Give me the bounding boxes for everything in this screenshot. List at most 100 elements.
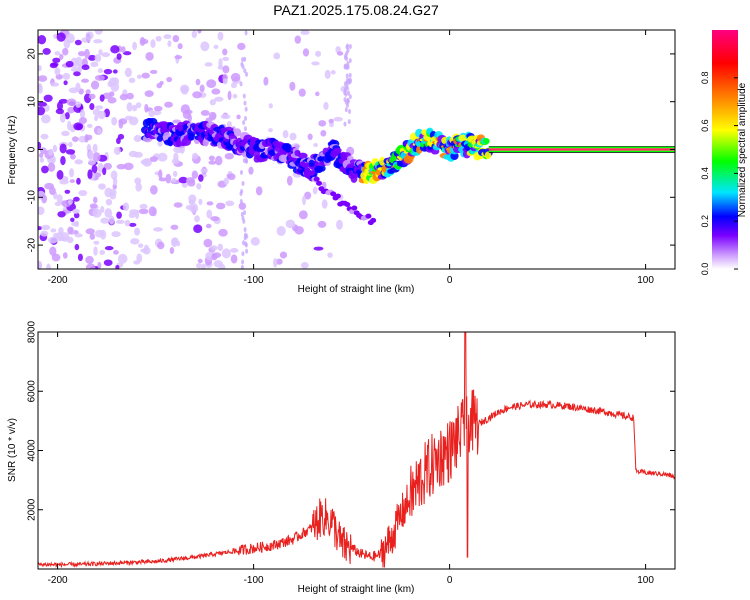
heatmap-noise-blob (60, 232, 70, 242)
heatmap-noise-blob (200, 168, 208, 173)
heatmap-noise-blob (89, 233, 96, 240)
heatmap-noise-blob (208, 160, 217, 165)
colorbar-tick-label: 0.0 (700, 263, 710, 276)
heatmap-noise-blob (300, 262, 309, 269)
heatmap-noise-blob (177, 43, 183, 50)
heatmap-noise-blob (165, 173, 172, 184)
heatmap-noise-blob (131, 104, 138, 112)
heatmap-noise-blob (59, 113, 66, 123)
heatmap-noise-blob (313, 142, 318, 148)
heatmap-noise-blob (38, 75, 48, 82)
heatmap-noise-blob (38, 106, 46, 116)
heatmap-streak-blob (344, 99, 348, 105)
heatmap-noise-blob (275, 258, 283, 265)
heatmap-ridge-blob (233, 128, 242, 137)
heatmap-streak-blob (344, 91, 348, 97)
heatmap-ridge-blob (156, 135, 164, 142)
heatmap-noise-blob (318, 120, 327, 127)
heatmap-noise-blob (144, 244, 149, 251)
heatmap-noise-blob (163, 34, 172, 40)
heatmap-noise-blob (199, 84, 205, 93)
heatmap-noise-blob (156, 82, 163, 89)
heatmap-noise-blob (56, 32, 66, 42)
heatmap-noise-blob (230, 248, 239, 253)
heatmap-noise-blob (324, 69, 331, 80)
heatmap-noise-blob (321, 199, 328, 209)
heatmap-streak-blob (240, 211, 244, 217)
heatmap-noise-blob (100, 205, 105, 214)
heatmap-noise-blob (92, 152, 101, 162)
heatmap-noise-blob (56, 194, 63, 203)
heatmap-noise-blob (64, 189, 71, 194)
heatmap-noise-blob (173, 152, 179, 162)
heatmap-streak-blob (243, 100, 247, 106)
heatmap-noise-blob (197, 258, 203, 264)
heatmap-noise-blob (136, 74, 142, 79)
heatmap-noise-blob (113, 250, 119, 255)
heatmap-noise-blob (38, 65, 42, 72)
heatmap-noise-blob (98, 183, 106, 190)
heatmap-y-ticks: -20 -10 0 10 20 (27, 48, 675, 252)
snr-y-axis-label: SNR (10 * v/v) (7, 418, 18, 482)
heatmap-ridge-blob (379, 156, 386, 166)
heatmap-noise-blob (67, 226, 74, 235)
heatmap-noise-blob (52, 144, 58, 153)
heatmap-noise-blob (172, 170, 178, 178)
heatmap-noise-blob (294, 225, 304, 235)
heatmap-noise-blob (134, 209, 140, 220)
heatmap-noise-blob (248, 166, 254, 175)
heatmap-noise-blob (276, 226, 286, 237)
heatmap-noise-blob (315, 91, 320, 97)
heatmap-noise-blob (39, 152, 44, 158)
heatmap-marks (38, 30, 675, 269)
heatmap-y-tick-label: 20 (27, 48, 38, 60)
heatmap-noise-blob (86, 123, 93, 128)
heatmap-noise-blob (171, 178, 177, 183)
heatmap-noise-blob (104, 208, 113, 218)
heatmap-noise-blob (133, 260, 141, 265)
heatmap-noise-blob (313, 246, 324, 251)
heatmap-noise-blob (72, 208, 80, 214)
heatmap-noise-blob (41, 165, 49, 174)
heatmap-noise-blob (289, 81, 296, 91)
heatmap-noise-blob (320, 129, 327, 137)
heatmap-noise-blob (41, 114, 51, 124)
heatmap-noise-blob (90, 61, 99, 68)
heatmap-noise-blob (71, 136, 79, 143)
heatmap-streak-blob (239, 198, 243, 204)
heatmap-noise-blob (282, 129, 289, 139)
heatmap-noise-blob (210, 245, 218, 251)
heatmap-streak-blob (243, 126, 247, 132)
heatmap-noise-blob (94, 54, 102, 62)
heatmap-noise-blob (61, 130, 70, 137)
snr-series-line (38, 332, 675, 569)
heatmap-noise-blob (84, 48, 90, 59)
heatmap-noise-blob (78, 189, 88, 197)
heatmap-noise-blob (38, 83, 43, 92)
heatmap-noise-blob (273, 257, 278, 268)
heatmap-noise-blob (56, 101, 64, 111)
heatmap-noise-blob (77, 253, 83, 262)
heatmap-noise-blob (112, 69, 118, 74)
heatmap-noise-blob (215, 155, 223, 166)
heatmap-noise-blob (227, 173, 236, 181)
heatmap-noise-blob (46, 263, 51, 269)
heatmap-noise-blob (211, 88, 221, 95)
heatmap-noise-blob (206, 79, 217, 89)
heatmap-noise-blob (116, 137, 121, 145)
heatmap-noise-blob (111, 116, 118, 126)
colorbar-ticks: 0.0 0.2 0.4 0.6 0.8 (700, 72, 738, 276)
heatmap-noise-blob (166, 76, 173, 83)
heatmap-noise-blob (197, 30, 202, 34)
heatmap-noise-blob (155, 35, 162, 42)
heatmap-y-tick-label: 10 (27, 96, 38, 108)
heatmap-noise-blob (149, 185, 158, 195)
heatmap-streak-blob (241, 251, 245, 257)
heatmap-noise-blob (268, 103, 273, 109)
heatmap-noise-blob (193, 224, 203, 233)
heatmap-noise-blob (65, 149, 76, 155)
heatmap-noise-blob (144, 90, 154, 97)
heatmap-noise-blob (41, 224, 51, 231)
heatmap-noise-blob (103, 68, 113, 75)
